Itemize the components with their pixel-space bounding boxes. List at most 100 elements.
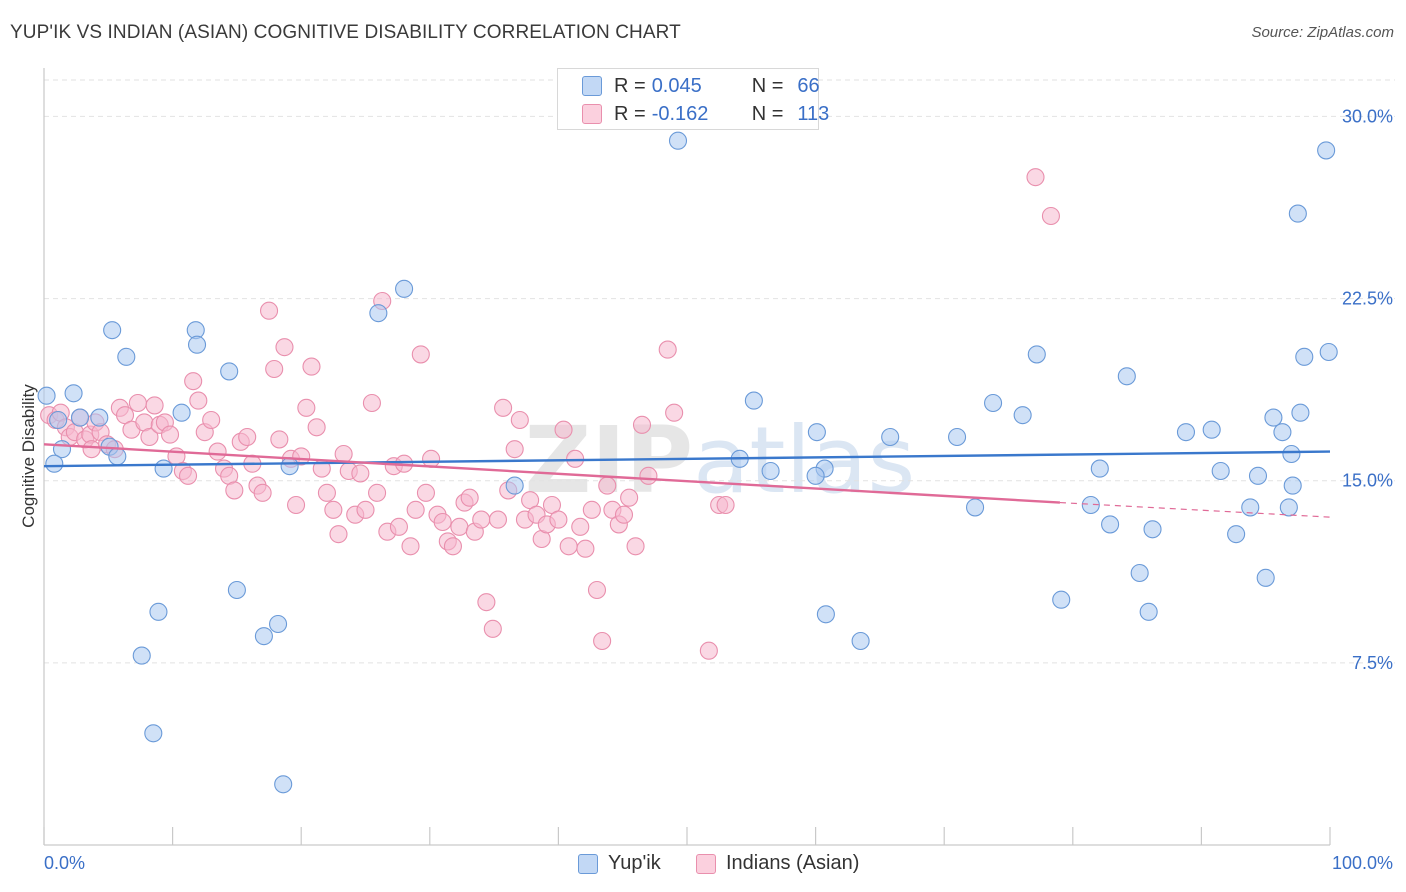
indian-point (494, 398, 513, 417)
yupik-point (154, 459, 173, 478)
indian-point (202, 410, 221, 430)
indian-point (593, 631, 612, 651)
indian-point (140, 427, 159, 447)
indian-point (626, 537, 645, 556)
indian-point (287, 495, 306, 515)
yupik-point (816, 605, 835, 624)
stats-legend: R = 0.045 N = 66 R = -0.162 N = 113 (557, 68, 829, 130)
yupik-point (395, 279, 414, 298)
indian-point (128, 393, 147, 413)
yupik-point (1283, 476, 1302, 495)
y-tick-label: 30.0% (1342, 106, 1393, 126)
indian-point (460, 488, 479, 507)
watermark-atlas: atlas (693, 407, 915, 514)
indian-point (559, 537, 578, 556)
yupik-point (744, 391, 763, 410)
yupik-point (1052, 590, 1071, 609)
yupik-point (1291, 403, 1310, 422)
indian-point (265, 359, 284, 379)
indian-point (554, 420, 573, 439)
indian-point (443, 537, 462, 556)
indian-point (389, 517, 408, 536)
indian-point (488, 510, 508, 529)
indian-point (297, 398, 316, 417)
indian-point (639, 466, 658, 485)
legend-row-indians: R = -0.162 N = 113 (582, 101, 829, 127)
indian-point (307, 418, 326, 437)
indian-point (433, 512, 452, 532)
legend-row-yupik: R = 0.045 N = 66 (582, 73, 820, 99)
x-tick-label: 0.0% (44, 853, 85, 873)
indian-point (576, 539, 595, 558)
indian-point (620, 488, 639, 507)
chart-title: YUP'IK VS INDIAN (ASIAN) COGNITIVE DISAB… (10, 22, 681, 43)
yupik-point (1282, 444, 1301, 464)
legend-swatch-yupik (578, 853, 598, 874)
yupik-point (1090, 459, 1109, 478)
indian-point (510, 410, 529, 430)
indian-point (225, 481, 244, 500)
indian-point (665, 403, 684, 422)
indian-point (302, 357, 321, 376)
legend-label-indians: Indians (Asian) (726, 852, 860, 874)
indian-point (483, 619, 502, 638)
indian-point (614, 505, 634, 524)
indian-point (1026, 168, 1045, 187)
yupik-point (1295, 347, 1314, 366)
indian-point (292, 447, 311, 466)
yupik-point (1248, 466, 1268, 485)
legend-swatch-indians (696, 853, 716, 874)
indian-point (566, 449, 585, 468)
indian-point (716, 495, 735, 515)
indian-point (477, 593, 496, 612)
indian-point (571, 517, 590, 536)
indian-point (411, 345, 430, 364)
indian-point (450, 517, 469, 536)
indian-point (178, 466, 198, 485)
indian-point (189, 391, 208, 410)
yupik-point (1143, 520, 1162, 539)
legend-n-label: N = (751, 102, 784, 125)
series-legend: Yup'ik Indians (Asian) (0, 852, 1406, 876)
yupik-point (1202, 420, 1221, 439)
legend-r-value: -0.162 (651, 102, 709, 125)
legend-r-value: 0.045 (651, 74, 702, 97)
indian-point (329, 525, 348, 544)
yupik-point (117, 347, 136, 366)
indian-point (356, 500, 375, 519)
indian-trend-line (43, 443, 1061, 504)
yupik-point (1081, 495, 1100, 515)
yupik-point (144, 724, 163, 743)
indian-point (632, 415, 652, 434)
yupik-point (37, 386, 56, 405)
x-tick-label: 100.0% (1332, 853, 1393, 873)
indian-point (422, 449, 441, 468)
yupik-point (280, 457, 299, 476)
yupik-point (948, 427, 967, 447)
y-tick-label: 15.0% (1342, 471, 1393, 491)
legend-r-label: R = (614, 102, 646, 125)
indian-point (160, 425, 180, 444)
yupik-point (108, 447, 127, 466)
yupik-trend-line (43, 450, 1331, 468)
yupik-point (1279, 498, 1298, 517)
y-tick-label: 7.5% (1352, 653, 1393, 673)
yupik-point (1139, 602, 1158, 621)
yupik-point (1319, 342, 1338, 362)
legend-n-value: 113 (797, 102, 830, 125)
yupik-point (187, 335, 207, 354)
indian-point (1041, 206, 1060, 226)
indian-point (82, 440, 101, 459)
yupik-point (1317, 141, 1336, 160)
yupik-point (369, 304, 388, 323)
indian-point (208, 442, 227, 461)
yupik-point (1101, 515, 1120, 534)
yupik-point (103, 321, 122, 340)
yupik-point (505, 476, 524, 495)
yupik-point (132, 646, 151, 665)
indian-point (472, 510, 491, 529)
yupik-point (227, 580, 246, 600)
indian-point (587, 580, 607, 600)
yupik-point (851, 631, 870, 651)
yupik-point (807, 423, 826, 442)
